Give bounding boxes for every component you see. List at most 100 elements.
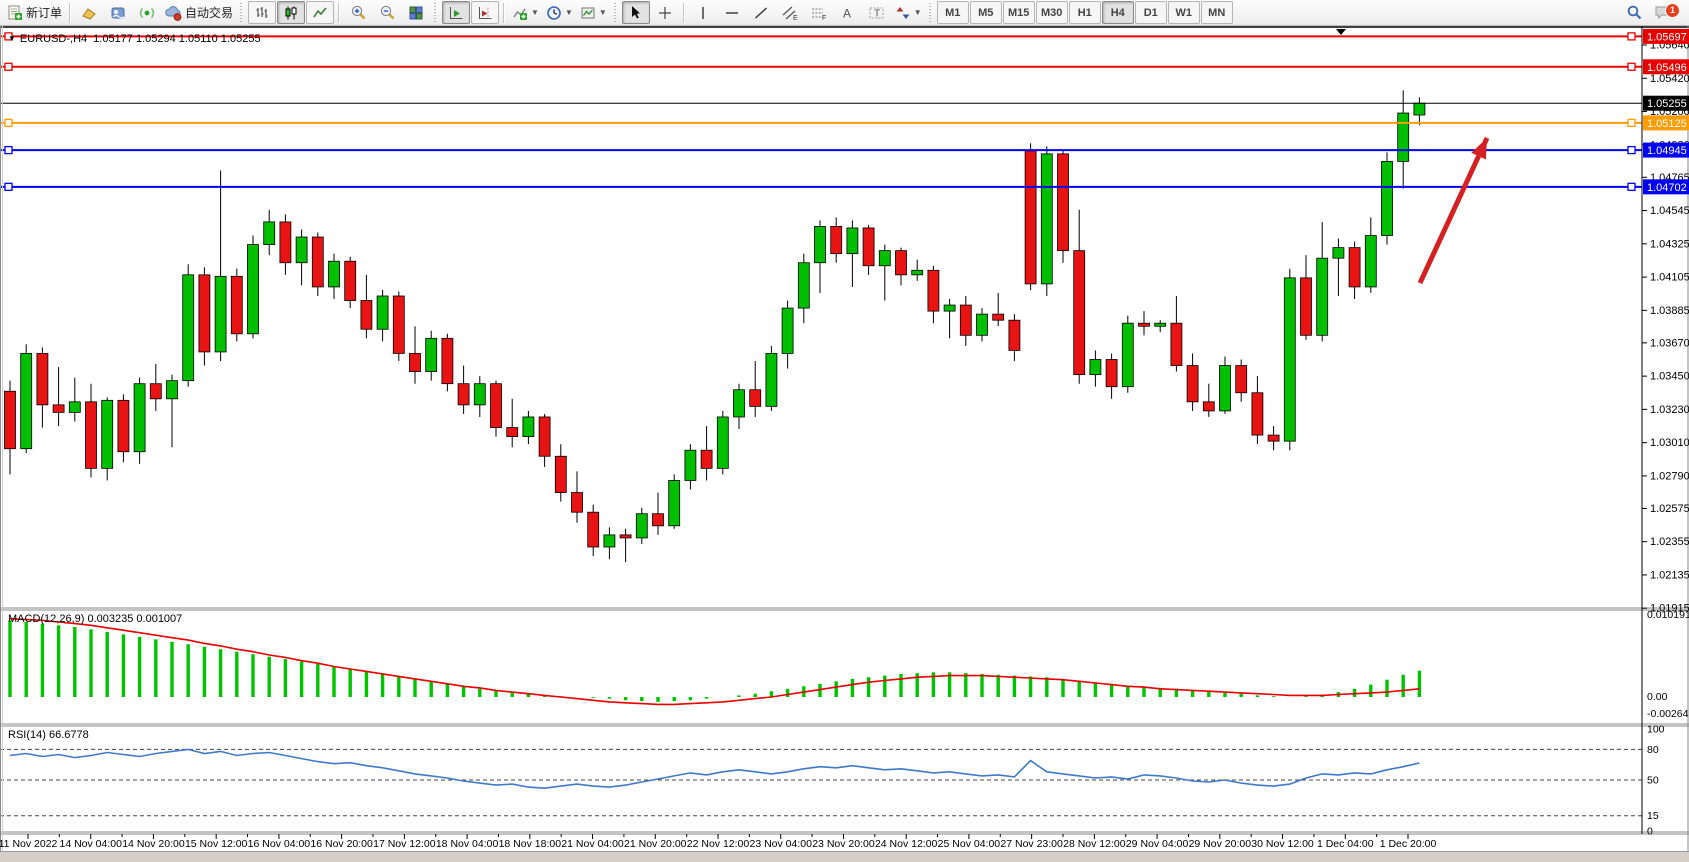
bar-chart-button[interactable] xyxy=(248,1,277,24)
line-handle[interactable] xyxy=(1627,62,1636,71)
price-line-badge xyxy=(1643,142,1689,158)
candle-body xyxy=(1154,322,1167,327)
crosshair-button[interactable] xyxy=(651,1,679,24)
candle-body xyxy=(166,380,178,400)
candle xyxy=(182,264,195,387)
price-line-badge xyxy=(1643,179,1689,195)
candle xyxy=(166,374,178,448)
periods-button[interactable]: ▼ xyxy=(543,1,576,24)
timeframe-button-m30[interactable]: M30 xyxy=(1035,1,1068,24)
horizontal-line-object[interactable] xyxy=(0,145,1642,155)
horizontal-line-object[interactable] xyxy=(0,32,1642,41)
horizontal-line-object[interactable] xyxy=(0,62,1642,71)
text-label-button[interactable]: T xyxy=(863,1,891,24)
rsi-panel xyxy=(0,748,1642,817)
zoom-in-icon xyxy=(351,5,365,20)
text-button[interactable]: A xyxy=(834,1,862,24)
candle-body xyxy=(1364,235,1377,288)
toolbar-grip[interactable] xyxy=(928,2,933,23)
trendline-button[interactable] xyxy=(747,1,775,24)
timeframe-button-h4[interactable]: H4 xyxy=(1101,1,1134,24)
chart-canvas[interactable]: 1.056401.054201.052001.049801.047651.045… xyxy=(0,26,1689,852)
chart-shift-marker[interactable] xyxy=(1336,29,1346,35)
fibonacci-button[interactable]: F xyxy=(805,1,833,24)
candle xyxy=(1316,221,1329,342)
candle-body xyxy=(1348,247,1361,288)
line-handle[interactable] xyxy=(4,32,13,41)
candle-body xyxy=(247,244,259,335)
line-handle[interactable] xyxy=(4,118,13,128)
autotrading-button[interactable]: 自动交易 xyxy=(162,1,236,24)
line-handle[interactable] xyxy=(1627,32,1636,41)
equidistant-channel-button[interactable]: E xyxy=(776,1,804,24)
candle-body xyxy=(198,274,211,353)
toolbar-grip[interactable] xyxy=(613,2,618,23)
line-handle[interactable] xyxy=(1627,145,1636,155)
vertical-line-button[interactable] xyxy=(689,1,717,24)
horizontal-line-button[interactable] xyxy=(718,1,746,24)
zoom-in-button[interactable] xyxy=(344,1,372,24)
line-chart-icon xyxy=(313,7,327,17)
strategy-tester-button[interactable] xyxy=(104,1,132,24)
line-chart-button[interactable] xyxy=(306,1,335,24)
timeframe-button-h1[interactable]: H1 xyxy=(1068,1,1101,24)
search-button[interactable] xyxy=(1620,1,1648,24)
time-axis[interactable]: 11 Nov 2022 14 Nov 04:00 14 Nov 20:00 15 No… xyxy=(0,834,1689,852)
candle xyxy=(992,292,1005,327)
templates-icon xyxy=(581,7,595,18)
time-label: 15 Nov 12:00 xyxy=(185,838,248,850)
candle xyxy=(1089,350,1102,387)
candle-body xyxy=(522,416,535,438)
timeframe-button-m1[interactable]: M1 xyxy=(936,1,969,24)
new-order-button[interactable]: 新订单 xyxy=(4,1,65,24)
arrows-button[interactable]: ▼ xyxy=(892,1,925,24)
candle xyxy=(1364,217,1377,293)
price-line-badge xyxy=(1643,59,1689,75)
arrow-object[interactable] xyxy=(1417,136,1490,285)
notifications-button[interactable]: 1 xyxy=(1649,1,1680,24)
line-handle[interactable] xyxy=(1627,182,1636,191)
price-line-badge-label: 1.05125 xyxy=(1647,118,1687,130)
collapse-ohlc-icon[interactable]: ▼ xyxy=(8,34,16,43)
candle-body xyxy=(344,260,357,301)
price-tick-label: 1.03670 xyxy=(1650,337,1689,349)
cursor-button[interactable] xyxy=(621,1,650,24)
line-handle[interactable] xyxy=(4,62,13,71)
time-label: 25 Nov 04:00 xyxy=(938,838,1001,850)
zoom-out-button[interactable] xyxy=(373,1,401,24)
timeframe-button-w1[interactable]: W1 xyxy=(1167,1,1200,24)
indicators-icon xyxy=(513,8,528,20)
indicator-axes[interactable]: 0.010191 0.00 -0.002642 100 80 50 15 0 xyxy=(1647,609,1689,838)
signals-button[interactable] xyxy=(133,1,161,24)
candle xyxy=(1040,146,1053,296)
tile-windows-button[interactable] xyxy=(402,1,430,24)
line-handle[interactable] xyxy=(4,145,13,155)
toolbar-grip[interactable] xyxy=(240,2,245,23)
candle-body xyxy=(425,337,438,372)
timeframe-button-m15[interactable]: M15 xyxy=(1002,1,1035,24)
templates-button[interactable]: ▼ xyxy=(577,1,610,24)
indicators-button[interactable]: ▼ xyxy=(509,1,542,24)
horizontal-line-object[interactable] xyxy=(0,182,1642,191)
candle-body xyxy=(1089,359,1102,376)
line-handle[interactable] xyxy=(4,182,13,191)
hline-objects-layer xyxy=(0,32,1642,191)
market-watch-button[interactable] xyxy=(75,1,103,24)
candle-body xyxy=(360,300,373,330)
candle-body xyxy=(716,416,729,469)
auto-scroll-button[interactable] xyxy=(442,1,471,24)
candle-body xyxy=(619,534,632,539)
candle-body xyxy=(895,250,907,276)
toolbar-grip[interactable] xyxy=(434,2,439,23)
arrow-shaft[interactable] xyxy=(1417,136,1490,285)
timeframe-button-mn[interactable]: MN xyxy=(1200,1,1233,24)
candle xyxy=(846,220,859,287)
chart-shift-button[interactable] xyxy=(471,1,500,24)
line-handle[interactable] xyxy=(1627,118,1636,128)
candlestick-chart-button[interactable] xyxy=(277,1,306,24)
candle-body xyxy=(1413,102,1426,116)
horizontal-line-object[interactable] xyxy=(0,118,1642,128)
timeframe-button-m5[interactable]: M5 xyxy=(969,1,1002,24)
macd-axis-label: 0.010191 xyxy=(1647,609,1689,621)
timeframe-button-d1[interactable]: D1 xyxy=(1134,1,1167,24)
